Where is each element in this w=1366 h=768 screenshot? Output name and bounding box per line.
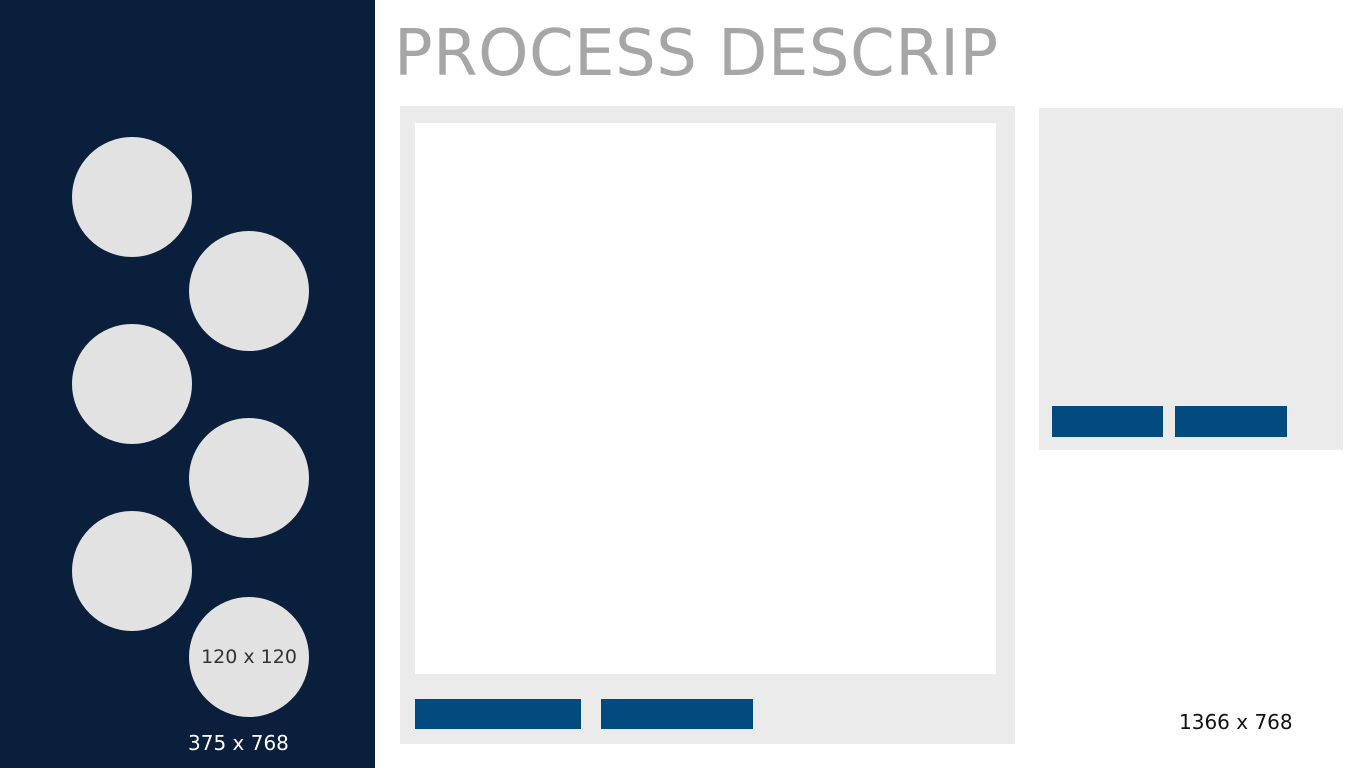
side-panel-button-1[interactable] xyxy=(1052,406,1163,437)
sidebar-circle-item-4[interactable] xyxy=(189,418,309,538)
main-panel-button-2[interactable] xyxy=(601,699,753,729)
content-area xyxy=(415,123,996,674)
main-panel-button-1[interactable] xyxy=(415,699,581,729)
sidebar-circle-item-3[interactable] xyxy=(72,324,192,444)
main-panel xyxy=(400,106,1015,744)
sidebar-circle-item-5[interactable] xyxy=(72,511,192,631)
sidebar: 120 x 120 375 x 768 xyxy=(0,0,375,768)
side-panel xyxy=(1039,108,1343,450)
sidebar-circle-label-6: 120 x 120 xyxy=(201,646,297,668)
sidebar-circle-item-2[interactable] xyxy=(189,231,309,351)
page-title: PROCESS DESCRIP xyxy=(394,17,999,91)
sidebar-circle-item-6[interactable]: 120 x 120 xyxy=(189,597,309,717)
page-size-label: 1366 x 768 xyxy=(1179,710,1293,734)
sidebar-size-label: 375 x 768 xyxy=(188,731,289,755)
side-panel-button-2[interactable] xyxy=(1175,406,1287,437)
sidebar-circle-item-1[interactable] xyxy=(72,137,192,257)
